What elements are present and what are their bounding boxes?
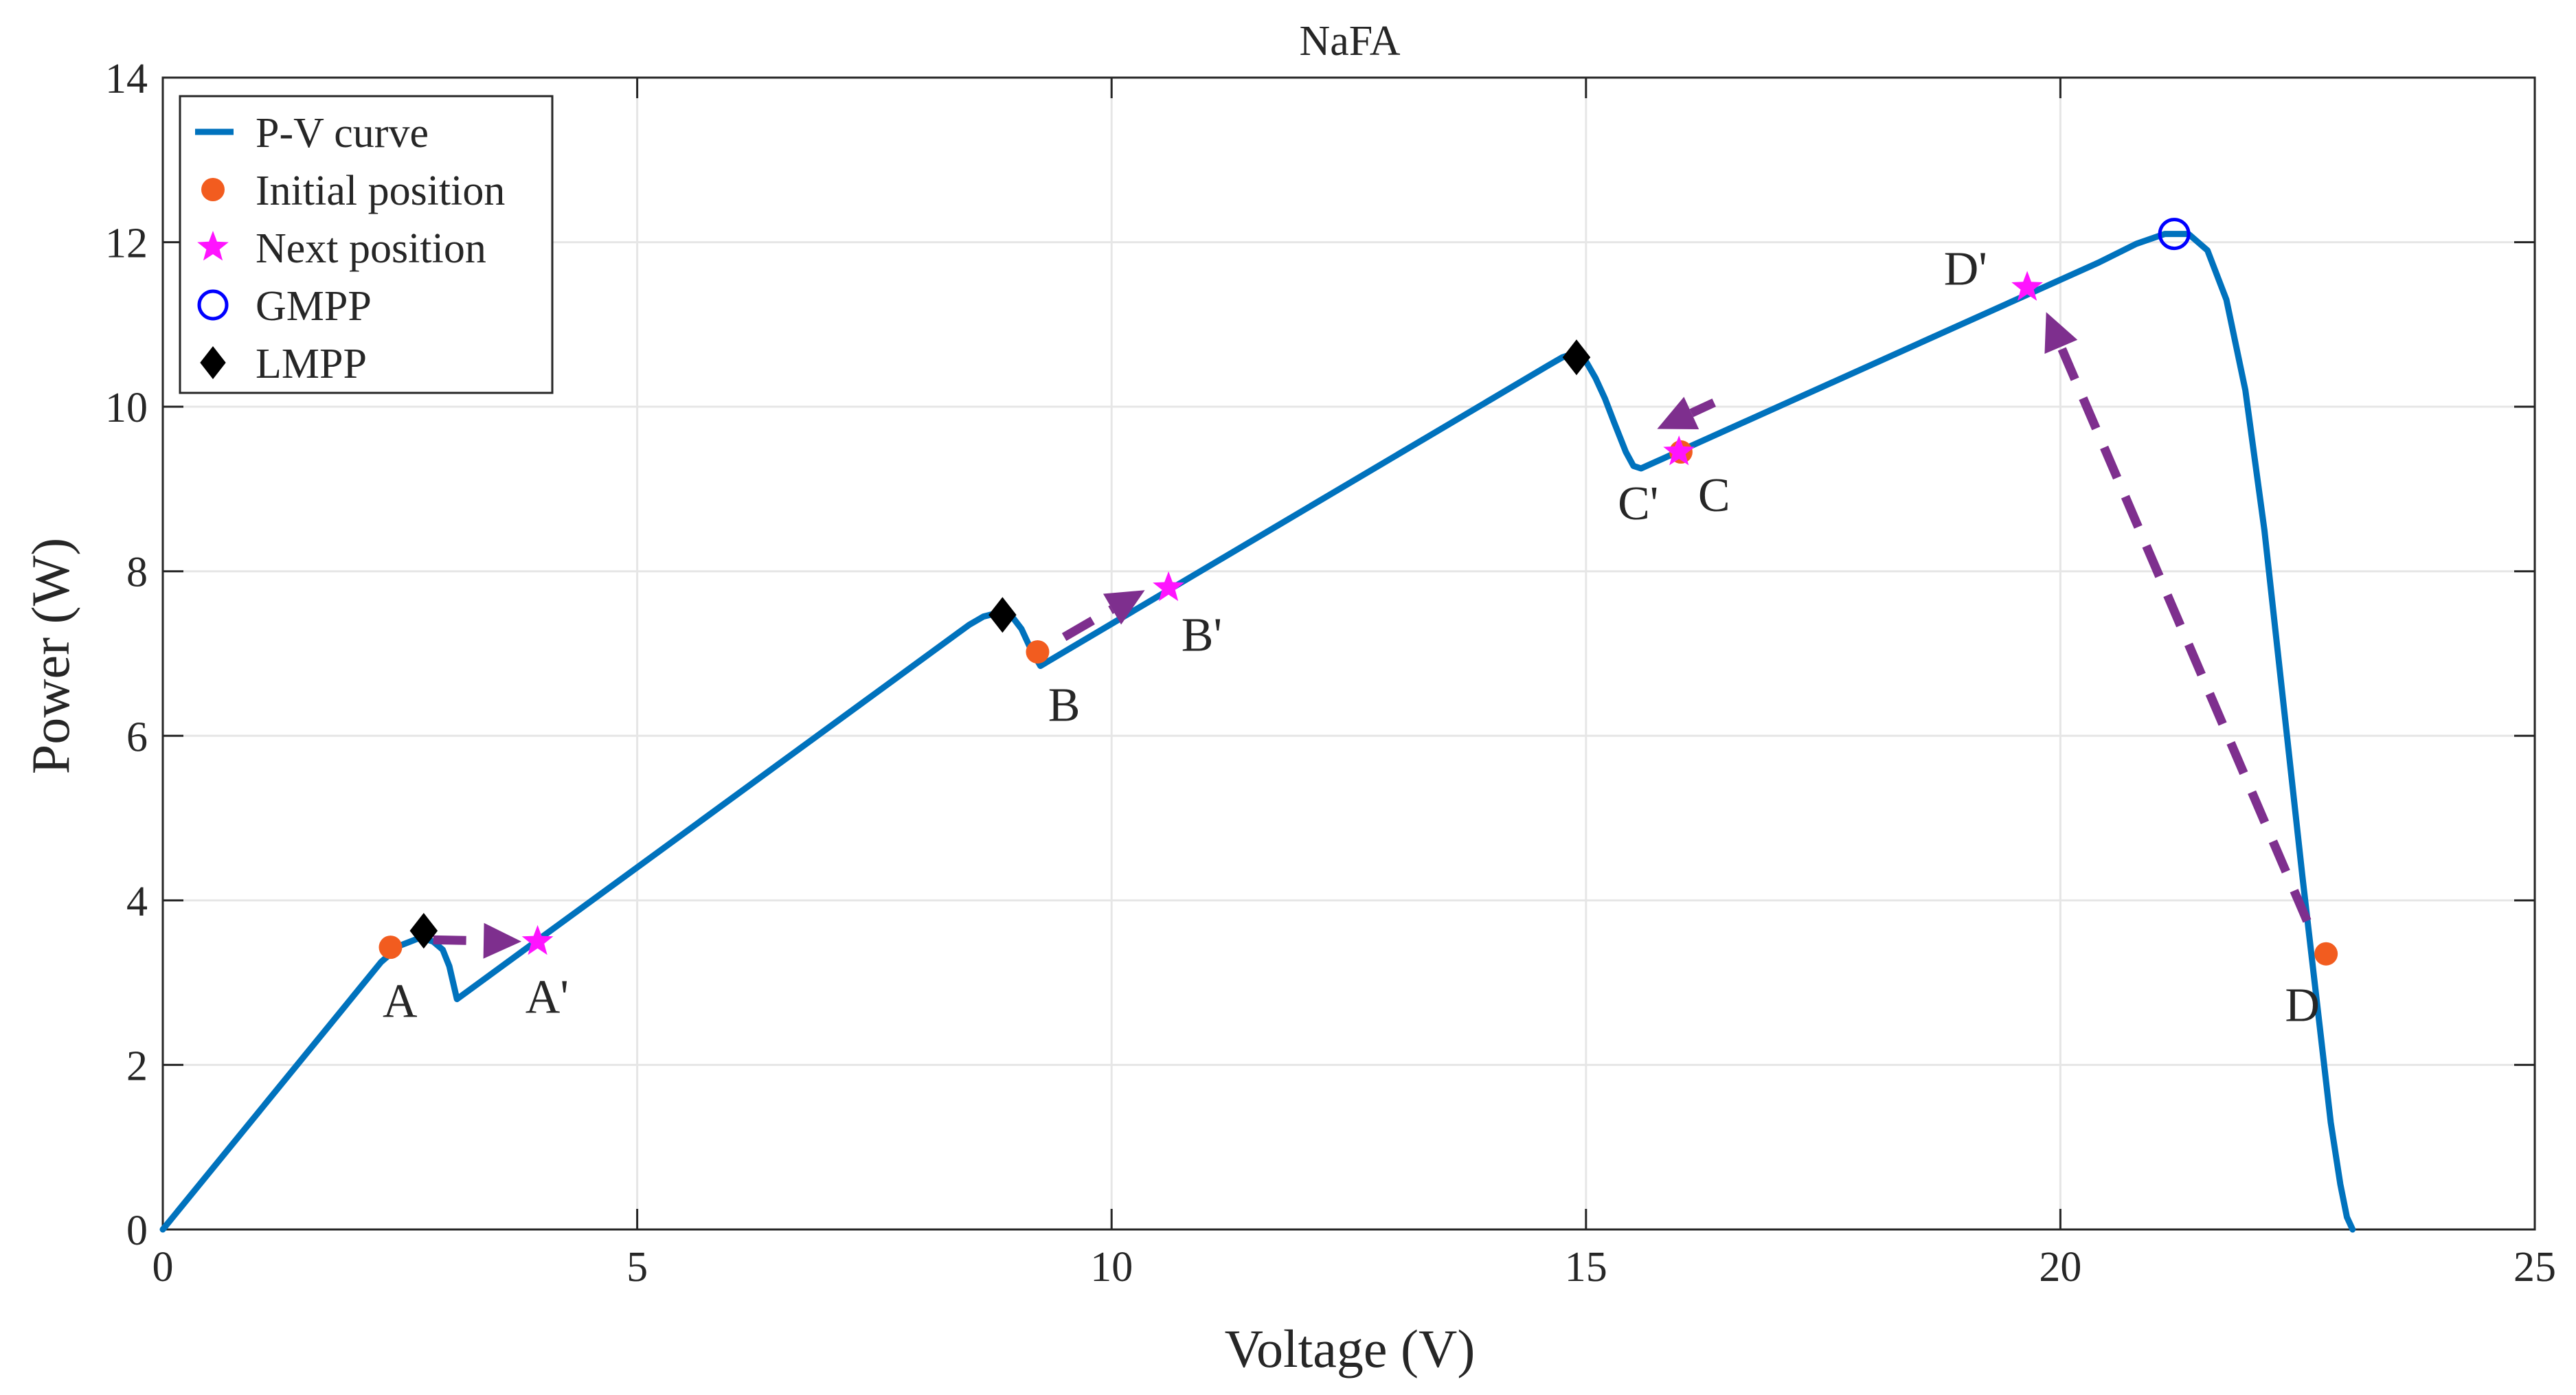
point-label: C' [1618,477,1658,530]
y-tick-label: 0 [126,1207,148,1254]
search-arrow-shaft [1061,605,1115,642]
x-axis-label: Voltage (V) [1225,1319,1476,1379]
x-tick-label: 25 [2513,1244,2556,1291]
chart-title: NaFA [1300,18,1401,65]
y-axis-label: Power (W) [21,538,80,774]
legend-circle-icon [197,289,229,321]
legend-diamond-icon [200,346,226,379]
legend-star-icon [197,231,229,261]
next-position-marker [2011,271,2043,301]
legend-label: LMPP [256,341,367,387]
initial-position-marker [2314,942,2338,966]
y-tick-label: 6 [126,714,148,760]
legend-label: GMPP [256,283,372,330]
x-tick-label: 20 [2039,1244,2081,1291]
y-tick-label: 12 [105,220,148,267]
legend-box [179,95,554,394]
search-arrow-head [1657,396,1699,429]
search-arrow-head [2044,312,2078,354]
legend-label: P-V curve [256,110,429,157]
point-label: B' [1182,609,1222,662]
gmpp-marker [2158,218,2191,251]
plot-frame [161,76,2536,1231]
label-layer: A A' B B' C C' D D' [383,243,2320,1032]
point-label: B [1048,679,1081,731]
x-tick-label: 15 [1565,1244,1607,1291]
lmpp-marker [988,597,1017,633]
next-position-marker [1663,435,1695,466]
plot-layer [159,218,2356,1233]
y-tick-label: 8 [126,549,148,596]
y-tick-label: 14 [105,56,148,102]
point-label: D [2285,979,2320,1032]
search-arrow-shaft [2057,345,2312,923]
legend-dot-icon [201,178,225,201]
search-arrow-shaft [1689,398,1716,418]
point-label: D' [1944,243,1987,296]
next-position-marker [1153,571,1184,602]
initial-position-marker [379,935,403,960]
legend-label: Initial position [256,168,505,214]
y-tick-label: 2 [126,1043,148,1089]
x-tick-label: 5 [626,1244,648,1291]
point-label: A [383,975,418,1028]
x-tick-label: 0 [152,1244,174,1291]
y-tick-label: 10 [105,385,148,431]
point-label: A' [526,971,569,1024]
x-tick-label: 10 [1090,1244,1133,1291]
y-tick-label: 4 [126,878,148,925]
lmpp-marker [1562,339,1591,376]
search-arrow-head [1103,590,1145,625]
point-label: C [1698,469,1730,522]
axes-layer: 0 5 10 15 20 25 0 2 4 6 8 10 12 14 [105,56,2556,1291]
legend-label: Next position [256,225,486,272]
search-arrow-head [483,922,522,959]
legend: P-V curve Initial position Next position GM… [179,95,554,394]
lmpp-marker [409,913,438,949]
initial-position-marker [1026,640,1050,664]
next-position-marker [521,925,554,955]
pv-curve-series [159,231,2356,1233]
